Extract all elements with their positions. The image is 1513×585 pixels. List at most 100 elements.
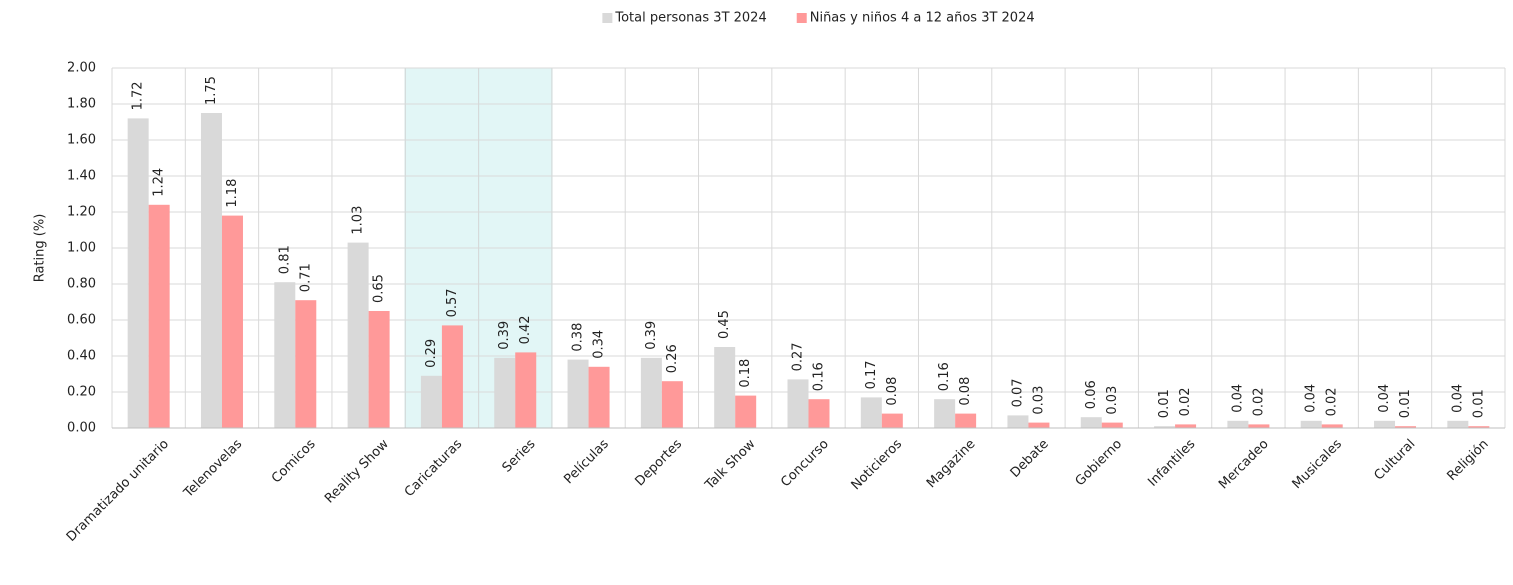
bar <box>1028 422 1050 428</box>
data-label: 0.02 <box>1251 387 1266 416</box>
bar <box>1227 420 1249 428</box>
bar <box>881 413 903 428</box>
legend-item: Niñas y niños 4 a 12 años 3T 2024 <box>796 11 1035 26</box>
bar <box>1007 415 1029 428</box>
data-label: 0.29 <box>424 339 439 368</box>
legend-label: Niñas y niños 4 a 12 años 3T 2024 <box>810 11 1035 26</box>
bar <box>1080 417 1102 428</box>
data-label: 1.24 <box>152 168 167 197</box>
x-tick-label: Deportes <box>633 437 686 490</box>
data-label: 0.16 <box>812 362 827 391</box>
data-label: 0.16 <box>937 362 952 391</box>
bar <box>808 399 830 428</box>
y-tick-label: 0.40 <box>67 349 96 364</box>
data-label: 0.08 <box>958 377 973 406</box>
data-label: 0.18 <box>738 359 753 388</box>
data-label: 1.75 <box>204 76 219 105</box>
bar <box>295 300 317 428</box>
bar <box>860 397 882 428</box>
data-label: 0.01 <box>1471 389 1486 418</box>
bar <box>1447 420 1469 428</box>
legend-item: Total personas 3T 2024 <box>602 11 767 26</box>
data-label: 0.04 <box>1450 384 1465 413</box>
data-label: 1.03 <box>351 206 366 235</box>
bar <box>934 399 956 428</box>
x-tick-label: Religión <box>1444 437 1491 484</box>
data-label: 0.34 <box>592 330 607 359</box>
data-label: 0.03 <box>1031 386 1046 415</box>
bar <box>347 242 369 428</box>
data-label: 0.01 <box>1398 389 1413 418</box>
bar <box>274 282 296 428</box>
data-label: 0.07 <box>1010 378 1025 407</box>
data-label: 0.45 <box>717 310 732 339</box>
x-tick-label: Noticieros <box>849 437 906 494</box>
bar <box>588 366 610 428</box>
bar <box>1175 424 1197 428</box>
x-tick-label: Comicos <box>269 437 319 487</box>
data-label: 1.18 <box>225 179 240 208</box>
bar <box>1101 422 1123 428</box>
x-tick-label: Gobierno <box>1073 437 1125 489</box>
bar <box>640 357 662 428</box>
x-tick-label: Mercadeo <box>1216 437 1272 493</box>
y-tick-label: 2.00 <box>67 61 96 76</box>
bar <box>441 325 463 428</box>
data-label: 0.65 <box>372 274 387 303</box>
x-tick-label: Telenovelas <box>181 437 246 502</box>
data-label: 0.38 <box>571 323 586 352</box>
data-label: 0.71 <box>298 263 313 292</box>
data-label: 0.04 <box>1230 384 1245 413</box>
bar <box>1395 426 1417 428</box>
bar <box>494 357 516 428</box>
bar <box>368 311 390 428</box>
data-label: 0.02 <box>1178 387 1193 416</box>
bar <box>1468 426 1490 428</box>
y-tick-label: 1.60 <box>67 133 96 148</box>
x-tick-label: Infantiles <box>1145 437 1198 490</box>
bar <box>714 347 736 428</box>
y-tick-label: 0.20 <box>67 385 96 400</box>
y-tick-label: 1.40 <box>67 169 96 184</box>
x-tick-label: Películas <box>561 437 612 488</box>
data-label: 0.08 <box>885 377 900 406</box>
x-tick-label: Series <box>500 437 539 476</box>
data-label: 0.39 <box>497 321 512 350</box>
data-label: 0.04 <box>1304 384 1319 413</box>
data-label: 0.06 <box>1084 380 1099 409</box>
data-label: 0.42 <box>518 315 533 344</box>
data-label: 0.04 <box>1377 384 1392 413</box>
x-tick-label: Musicales <box>1290 437 1346 493</box>
data-label: 0.03 <box>1105 386 1120 415</box>
bar <box>420 375 442 428</box>
bar <box>1154 426 1176 428</box>
bar <box>787 379 809 428</box>
bar <box>1321 424 1343 428</box>
data-label: 0.39 <box>644 321 659 350</box>
data-label: 0.17 <box>864 360 879 389</box>
data-label: 0.81 <box>277 245 292 274</box>
data-label: 0.01 <box>1157 389 1172 418</box>
bar <box>735 395 757 428</box>
legend-swatch <box>796 13 807 23</box>
x-tick-label: Magazine <box>924 437 979 492</box>
bar <box>1374 420 1396 428</box>
y-tick-label: 1.80 <box>67 97 96 112</box>
bar <box>221 215 243 428</box>
bar <box>515 352 537 428</box>
y-tick-label: 1.20 <box>67 205 96 220</box>
bar <box>148 204 170 428</box>
bar <box>567 359 589 428</box>
x-tick-label: Dramatizado unitario <box>64 437 172 545</box>
data-label: 1.72 <box>131 81 146 110</box>
data-label: 0.26 <box>665 344 680 373</box>
bar <box>200 113 222 428</box>
legend-label: Total personas 3T 2024 <box>614 11 766 26</box>
data-label: 0.57 <box>445 288 460 317</box>
y-tick-label: 0.80 <box>67 277 96 292</box>
y-axis-title: Rating (%) <box>33 214 48 283</box>
data-label: 0.27 <box>791 342 806 371</box>
x-tick-label: Cultural <box>1372 437 1419 484</box>
bar <box>661 381 683 428</box>
